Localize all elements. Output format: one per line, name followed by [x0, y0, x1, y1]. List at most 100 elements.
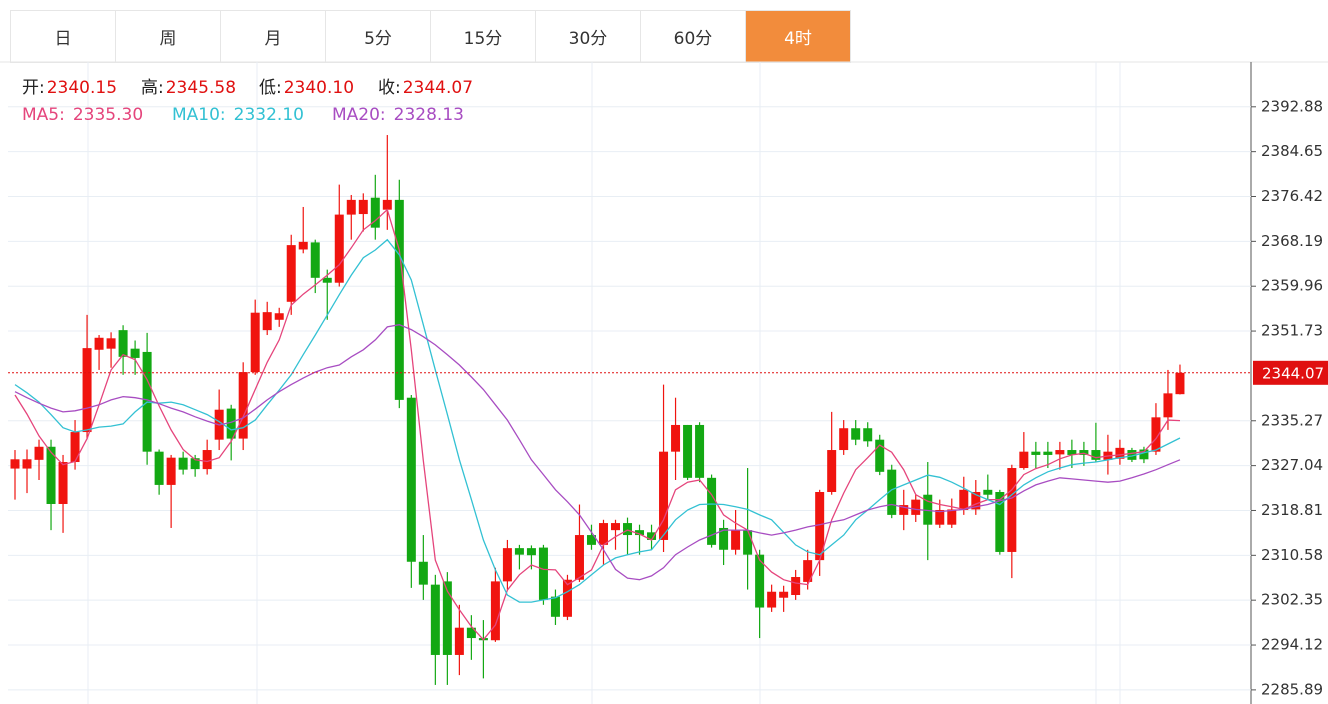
candle-body: [598, 523, 608, 545]
candle-body: [1127, 450, 1137, 460]
candle-body: [10, 459, 20, 469]
candle-body: [1139, 449, 1149, 460]
candle-body: [683, 424, 693, 478]
candle-body: [82, 348, 92, 433]
legend-value: 2335.30: [73, 105, 143, 125]
candle-body: [1175, 372, 1185, 395]
candle-body: [1019, 451, 1029, 469]
y-tick-label: 2351.73: [1261, 322, 1323, 340]
candle-body: [695, 424, 705, 478]
candle-body: [1067, 450, 1077, 455]
candle-body: [526, 548, 536, 556]
candle-body: [166, 457, 176, 485]
y-tick-label: 2327.04: [1261, 456, 1323, 474]
info-label: 高:: [141, 78, 164, 98]
y-tick-label: 2384.65: [1261, 142, 1323, 160]
info-label: 开:: [22, 78, 45, 98]
candle-body: [586, 535, 596, 545]
candle-body: [815, 491, 825, 561]
candle-body: [971, 491, 981, 510]
candle-body: [454, 627, 464, 655]
candle-body: [154, 451, 164, 485]
candle-body: [923, 494, 933, 525]
candle-body: [899, 505, 909, 515]
y-tick-label: 2294.12: [1261, 636, 1323, 654]
candle-body: [550, 596, 560, 617]
candle-body: [466, 627, 476, 639]
candle-body: [863, 428, 873, 442]
candle-body: [370, 197, 380, 228]
candle-body: [346, 199, 356, 215]
candle-body: [334, 214, 344, 283]
candle-body: [1007, 468, 1017, 552]
candle-body: [574, 535, 584, 580]
candle-body: [430, 584, 440, 655]
candle-body: [1091, 450, 1101, 460]
candle-body: [611, 523, 620, 531]
candle-body: [1043, 451, 1053, 455]
candle-body: [1031, 451, 1041, 455]
y-tick-label: 2376.42: [1261, 187, 1323, 205]
y-tick-label: 2302.35: [1261, 591, 1323, 609]
candle-body: [1079, 450, 1089, 455]
legend-name: MA5:: [22, 105, 65, 125]
y-tick-label: 2368.19: [1261, 232, 1323, 250]
candle-body: [743, 530, 753, 555]
legend-value: 2332.10: [234, 105, 304, 125]
candle-body: [719, 527, 729, 550]
candle-body: [274, 313, 284, 320]
candle-body: [394, 199, 404, 400]
candle-body: [178, 457, 188, 470]
legend-name: MA20:: [332, 105, 386, 125]
candle-body: [1115, 447, 1125, 459]
last-price-box: [1253, 360, 1328, 385]
candle-body: [106, 338, 116, 349]
ma-line: [14, 238, 1181, 603]
candle-body: [623, 523, 633, 536]
period-tabs: 日周月 5分 15分 30分 60分 4时: [10, 10, 851, 63]
info-value: 2345.58: [166, 78, 236, 98]
y-tick-label: 2285.89: [1261, 680, 1323, 698]
candle-body: [767, 591, 777, 608]
candle-body: [418, 561, 428, 585]
candle-body: [671, 424, 681, 452]
candle-body: [70, 432, 80, 463]
candle-body: [298, 241, 308, 250]
candle-body: [635, 530, 645, 536]
candle-body: [190, 458, 200, 470]
period-tab[interactable]: 4时: [746, 11, 851, 63]
info-value: 2340.10: [284, 78, 354, 98]
candle-body: [442, 581, 452, 655]
candle-body: [803, 560, 813, 582]
y-tick-label: 2335.27: [1261, 411, 1323, 429]
candle-body: [22, 459, 32, 469]
legend-name: MA10:: [172, 105, 226, 125]
legend-value: 2328.13: [394, 105, 464, 125]
candle-body: [490, 581, 500, 641]
candle-body: [226, 408, 236, 439]
candle-body: [791, 577, 801, 596]
candle-body: [94, 337, 104, 350]
candle-body: [1163, 393, 1173, 418]
candle-body: [851, 428, 861, 440]
candle-body: [875, 439, 885, 472]
candle-body: [58, 462, 68, 504]
candle-body: [947, 509, 957, 525]
candle-body: [538, 547, 548, 600]
candle-body: [911, 499, 921, 515]
candle-body: [983, 489, 993, 495]
candle-body: [310, 242, 320, 278]
candle-body: [514, 548, 524, 555]
candle-body: [382, 199, 392, 210]
y-tick-label: 2359.96: [1261, 277, 1323, 295]
y-tick-label: 2318.81: [1261, 501, 1323, 519]
candle-body: [959, 489, 969, 510]
candle-body: [118, 330, 128, 357]
info-value: 2340.15: [47, 78, 117, 98]
candle-body: [731, 530, 741, 550]
candle-body: [46, 446, 56, 504]
candle-body: [502, 548, 512, 582]
candle-body: [827, 450, 837, 492]
info-label: 低:: [259, 78, 282, 98]
